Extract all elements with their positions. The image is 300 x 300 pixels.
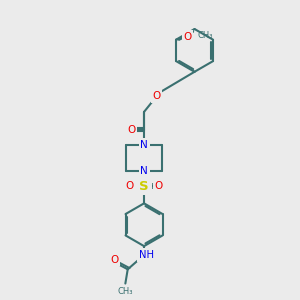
Text: N: N [140,140,148,149]
Text: N: N [140,140,148,149]
Text: CH₃: CH₃ [118,287,133,296]
Text: N: N [140,166,148,176]
Text: O: O [152,91,161,101]
Text: O: O [154,181,162,191]
Text: NH: NH [139,250,154,260]
Text: S: S [139,180,149,193]
Text: O: O [127,125,135,135]
Text: CH₃: CH₃ [198,31,213,40]
Text: O: O [126,181,134,191]
Text: O: O [110,255,118,265]
Text: O: O [183,32,191,42]
